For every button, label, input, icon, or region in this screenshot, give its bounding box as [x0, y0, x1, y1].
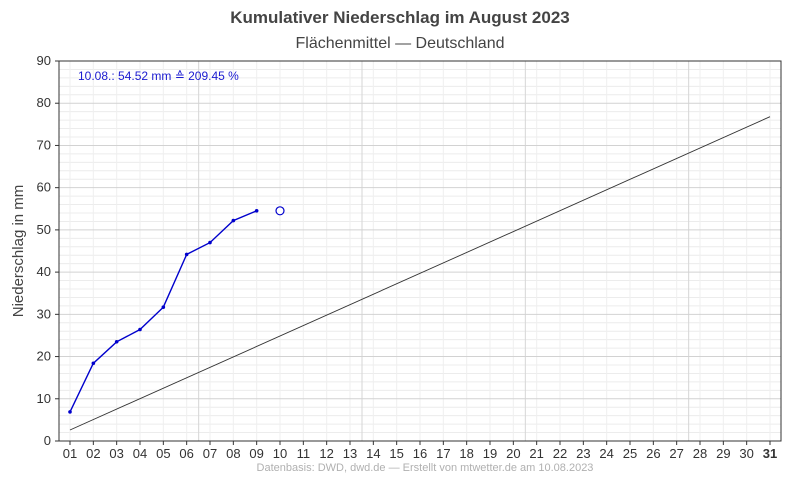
x-tick-label: 24 — [599, 446, 613, 461]
data-point — [184, 252, 189, 257]
y-axis-label: Niederschlag in mm — [10, 185, 27, 318]
major-grid — [59, 61, 781, 441]
y-tick-label: 60 — [37, 180, 51, 195]
y-tick-label: 20 — [37, 349, 51, 364]
x-tick-label: 06 — [179, 446, 193, 461]
x-tick-label: 02 — [86, 446, 100, 461]
x-tick-label: 18 — [459, 446, 473, 461]
y-axis-ticks: 0 10 20 30 40 50 60 70 80 90 — [37, 53, 59, 448]
y-tick-label: 10 — [37, 391, 51, 406]
x-tick-label: 03 — [109, 446, 123, 461]
chart-subtitle: Flächenmittel — Deutschland — [295, 35, 505, 52]
data-point — [138, 327, 142, 332]
x-tick-label: 08 — [226, 446, 240, 461]
x-tick-label: 20 — [506, 446, 520, 461]
x-tick-label: 31 — [763, 446, 777, 461]
x-axis-ticks: 01 02 03 04 05 06 07 08 09 10 11 12 13 14 15 16 17 18 19 20… — [63, 441, 777, 461]
x-tick-label: 17 — [436, 446, 450, 461]
y-tick-label: 0 — [44, 433, 51, 448]
x-tick-label: 27 — [669, 446, 683, 461]
x-tick-label: 07 — [203, 446, 217, 461]
x-tick-label: 10 — [273, 446, 287, 461]
x-tick-label: 15 — [389, 446, 403, 461]
x-tick-label: 01 — [63, 446, 77, 461]
data-point — [68, 410, 72, 414]
y-tick-label: 80 — [37, 95, 51, 110]
x-tick-label: 12 — [319, 446, 333, 461]
data-point — [161, 305, 166, 309]
x-tick-label: 14 — [366, 446, 380, 461]
x-tick-label: 22 — [553, 446, 567, 461]
current-value-annotation: 10.08.: 54.52 mm ≙ 209.45 % — [78, 69, 239, 83]
data-point — [208, 240, 212, 245]
x-tick-label: 04 — [133, 446, 147, 461]
y-tick-label: 90 — [37, 53, 51, 68]
x-tick-label: 21 — [529, 446, 543, 461]
data-point — [91, 361, 96, 366]
x-tick-label: 23 — [576, 446, 590, 461]
minor-grid — [59, 61, 781, 441]
x-tick-label: 19 — [483, 446, 497, 461]
x-tick-label: 25 — [623, 446, 637, 461]
y-tick-label: 50 — [37, 222, 51, 237]
x-tick-label: 11 — [297, 446, 311, 461]
reference-cumulative-line — [69, 116, 771, 431]
x-tick-label: 29 — [716, 446, 730, 461]
x-tick-label: 13 — [343, 446, 357, 461]
y-tick-label: 40 — [37, 264, 51, 279]
x-tick-label: 16 — [413, 446, 427, 461]
series-layer — [68, 116, 771, 431]
data-point — [254, 209, 259, 213]
data-point — [114, 339, 119, 344]
x-tick-label: 09 — [249, 446, 263, 461]
x-tick-label: 28 — [693, 446, 707, 461]
x-tick-label: 26 — [646, 446, 660, 461]
chart-title: Kumulativer Niederschlag im August 2023 — [230, 8, 570, 27]
y-tick-label: 30 — [37, 306, 51, 321]
y-tick-label: 70 — [37, 137, 51, 152]
x-tick-label: 05 — [156, 446, 170, 461]
x-tick-label: 30 — [739, 446, 753, 461]
current-day-marker — [275, 206, 285, 216]
data-point — [231, 218, 236, 223]
footer-source: Datenbasis: DWD, dwd.de — Erstellt von m… — [256, 462, 594, 474]
